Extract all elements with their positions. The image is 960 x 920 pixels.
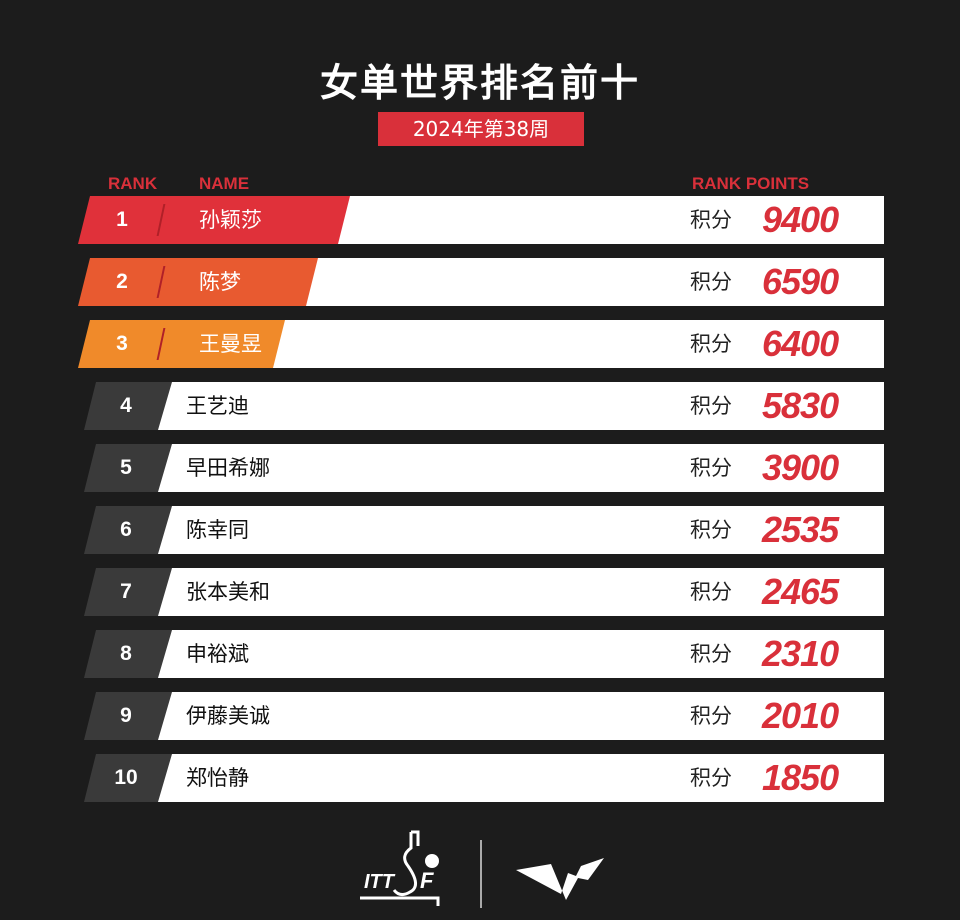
- rank-number: 4: [120, 394, 132, 417]
- points-label: 积分: [690, 518, 732, 542]
- svg-text:F: F: [420, 868, 434, 893]
- points-label: 积分: [690, 766, 732, 790]
- player-name: 陈梦: [199, 270, 241, 294]
- points-label: 积分: [690, 270, 732, 294]
- points-value: 2535: [762, 509, 839, 550]
- points-label: 积分: [690, 580, 732, 604]
- header-rank: RANK: [108, 174, 158, 193]
- points-value: 2465: [762, 571, 839, 612]
- header-points: RANK POINTS: [692, 174, 810, 193]
- week-badge: 2024年第38周: [378, 112, 584, 146]
- rank-band: [84, 506, 172, 554]
- row-background: [150, 506, 884, 554]
- points-value: 2310: [762, 633, 839, 674]
- rank-number: 6: [120, 518, 132, 541]
- row-background: [150, 754, 884, 802]
- player-name: 王曼昱: [199, 332, 262, 356]
- ranking-row: 4 王艺迪 积分 5830: [0, 382, 960, 430]
- rank-number: 3: [116, 332, 128, 355]
- rank-band: [84, 444, 172, 492]
- row-background: [150, 382, 884, 430]
- points-label: 积分: [690, 332, 732, 356]
- rank-number: 2: [116, 270, 128, 293]
- ranking-row: 10 郑怡静 积分 1850: [0, 754, 960, 802]
- points-label: 积分: [690, 642, 732, 666]
- points-label: 积分: [690, 456, 732, 480]
- logos: ITT F: [356, 828, 606, 908]
- rank-band: [78, 258, 318, 306]
- page-title: 女单世界排名前十: [319, 61, 640, 105]
- player-name: 郑怡静: [186, 766, 249, 790]
- rank-band: [84, 692, 172, 740]
- points-value: 6400: [762, 323, 839, 364]
- ranking-row: 8 申裕斌 积分 2310: [0, 630, 960, 678]
- ranking-row: 3 王曼昱 积分 6400: [0, 320, 960, 368]
- points-value: 9400: [762, 199, 839, 240]
- points-value: 3900: [762, 447, 839, 488]
- wtt-logo-icon: [516, 858, 604, 900]
- row-background: [150, 444, 884, 492]
- svg-text:ITT: ITT: [364, 871, 396, 893]
- points-label: 积分: [690, 394, 732, 418]
- ranking-row: 2 陈梦 积分 6590: [0, 258, 960, 306]
- rank-number: 10: [114, 766, 138, 789]
- ranking-row: 9 伊藤美诚 积分 2010: [0, 692, 960, 740]
- points-value: 2010: [762, 695, 839, 736]
- player-name: 孙颖莎: [199, 208, 262, 232]
- player-name: 早田希娜: [186, 456, 270, 480]
- rank-band: [84, 754, 172, 802]
- rank-number: 8: [120, 642, 132, 665]
- row-background: [150, 630, 884, 678]
- player-name: 陈幸同: [186, 518, 249, 542]
- row-background: [150, 692, 884, 740]
- header-name: NAME: [199, 174, 250, 193]
- player-name: 王艺迪: [186, 394, 249, 418]
- ranking-row: 5 早田希娜 积分 3900: [0, 444, 960, 492]
- rank-band: [78, 320, 285, 368]
- rank-number: 7: [120, 580, 132, 603]
- ranking-row: 1 孙颖莎 积分 9400: [0, 196, 960, 244]
- player-name: 申裕斌: [186, 642, 249, 666]
- points-value: 5830: [762, 385, 839, 426]
- ittf-logo-icon: ITT F: [360, 830, 604, 908]
- player-name: 伊藤美诚: [186, 704, 270, 728]
- rank-band: [84, 568, 172, 616]
- points-value: 6590: [762, 261, 839, 302]
- points-label: 积分: [690, 208, 732, 232]
- rank-number: 5: [120, 456, 132, 479]
- row-background: [150, 568, 884, 616]
- ranking-row: 6 陈幸同 积分 2535: [0, 506, 960, 554]
- rank-band: [84, 382, 172, 430]
- points-value: 1850: [762, 757, 839, 798]
- ranking-row: 7 张本美和 积分 2465: [0, 568, 960, 616]
- rank-number: 1: [116, 208, 128, 231]
- points-label: 积分: [690, 704, 732, 728]
- rank-band: [78, 196, 350, 244]
- player-name: 张本美和: [186, 580, 270, 604]
- rank-band: [84, 630, 172, 678]
- rank-number: 9: [120, 704, 132, 727]
